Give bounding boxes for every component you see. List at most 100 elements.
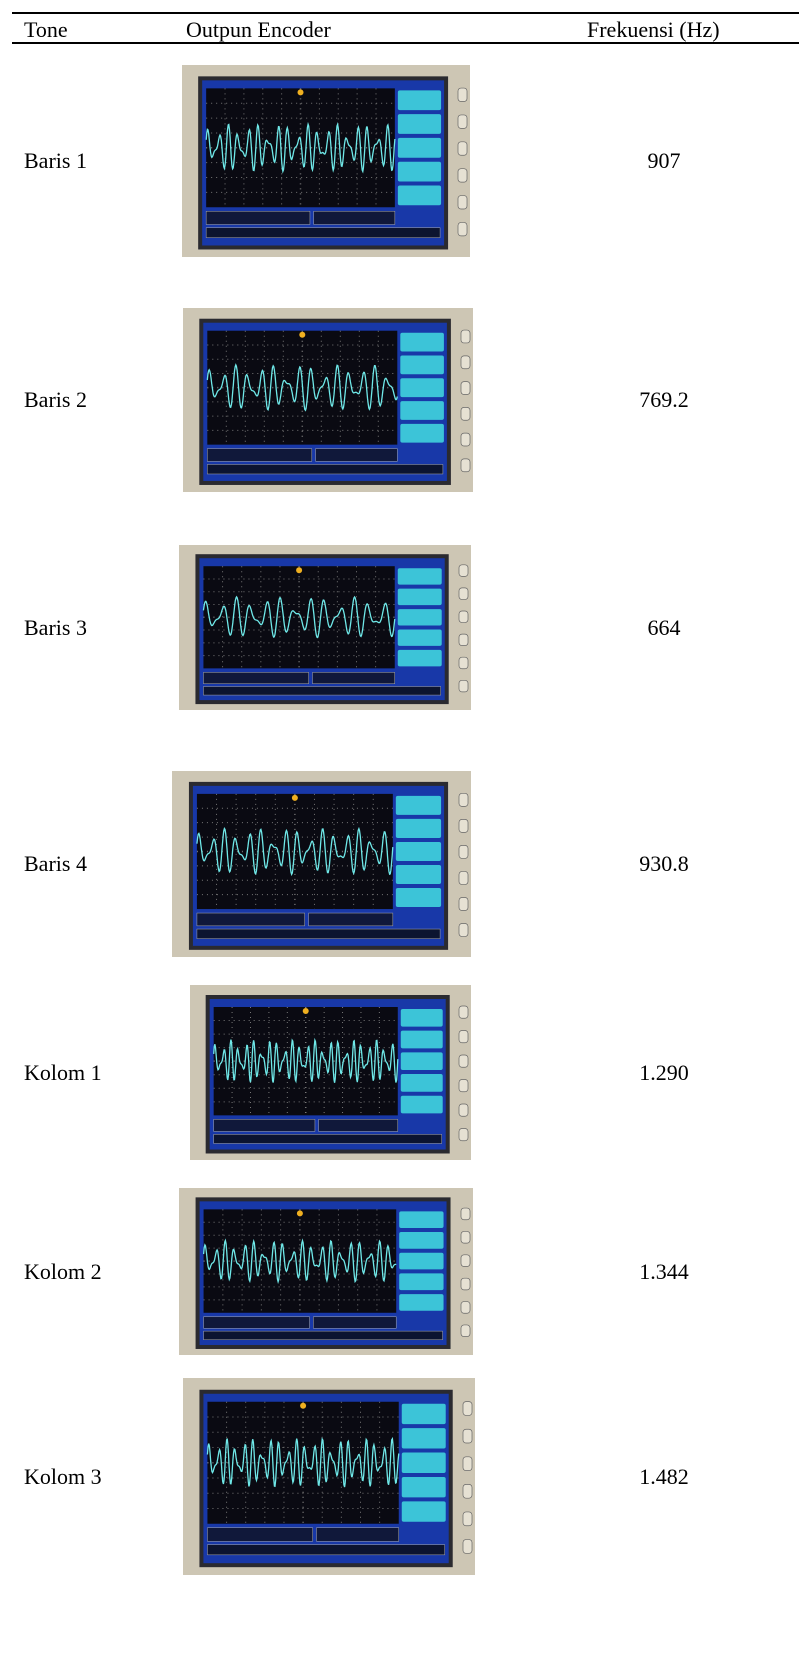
oscilloscope-photo — [179, 545, 471, 710]
tone-label: Kolom 1 — [24, 1060, 102, 1086]
menu-button — [396, 842, 441, 861]
menu-button — [401, 1074, 443, 1092]
menu-button — [399, 1253, 443, 1270]
side-button — [461, 459, 470, 472]
menu-button — [402, 1477, 446, 1497]
side-button — [461, 382, 470, 395]
measure-bar — [207, 1528, 312, 1542]
menu-button — [398, 589, 442, 605]
frequency-value: 1.482 — [639, 1464, 689, 1490]
side-button — [461, 1208, 470, 1220]
side-button — [459, 634, 468, 646]
frequency-value: 930.8 — [639, 851, 689, 877]
frequency-value: 1.290 — [639, 1060, 689, 1086]
header-tone: Tone — [24, 17, 68, 43]
oscilloscope-photo — [179, 1188, 473, 1355]
menu-button — [398, 185, 441, 205]
side-button — [459, 897, 468, 910]
side-button — [461, 1278, 470, 1290]
trigger-marker — [303, 1008, 309, 1014]
side-button — [461, 1255, 470, 1267]
measure-bar — [316, 1528, 398, 1542]
side-button — [463, 1402, 472, 1416]
trigger-marker — [298, 89, 304, 95]
side-button — [463, 1512, 472, 1526]
graticule — [214, 1007, 398, 1115]
frequency-value: 769.2 — [639, 387, 689, 413]
measure-bar — [312, 672, 394, 683]
menu-button — [399, 1273, 443, 1290]
trigger-marker — [296, 567, 302, 573]
menu-button — [402, 1428, 446, 1448]
trigger-marker — [292, 795, 298, 801]
menu-button — [400, 401, 444, 420]
side-button — [461, 407, 470, 420]
menu-button — [401, 1052, 443, 1070]
menu-button — [401, 1031, 443, 1049]
status-bar — [206, 228, 440, 238]
trigger-marker — [299, 332, 305, 338]
menu-button — [402, 1404, 446, 1424]
measure-bar — [203, 672, 308, 683]
header-frequency: Frekuensi (Hz) — [587, 17, 720, 43]
oscilloscope-photo — [172, 771, 471, 957]
menu-button — [398, 90, 441, 110]
menu-button — [398, 609, 442, 625]
menu-button — [400, 378, 444, 397]
measure-bar — [309, 913, 393, 926]
menu-button — [396, 796, 441, 815]
side-button — [458, 196, 467, 209]
measure-bar — [313, 1317, 396, 1328]
menu-button — [400, 424, 444, 443]
menu-button — [396, 819, 441, 838]
status-bar — [214, 1134, 442, 1143]
side-button — [458, 88, 467, 101]
side-button — [458, 222, 467, 235]
status-bar — [197, 929, 440, 939]
tone-label: Baris 1 — [24, 148, 87, 174]
header-rule — [12, 42, 799, 44]
side-button — [459, 1031, 468, 1043]
status-bar — [203, 687, 440, 696]
tone-label: Baris 3 — [24, 615, 87, 641]
measure-bar — [204, 1317, 310, 1328]
menu-button — [402, 1453, 446, 1473]
menu-button — [402, 1501, 446, 1521]
menu-button — [401, 1096, 443, 1114]
menu-button — [396, 865, 441, 884]
menu-button — [398, 162, 441, 182]
side-button — [459, 680, 468, 692]
side-button — [459, 1104, 468, 1116]
menu-button — [398, 138, 441, 158]
side-button — [459, 1006, 468, 1018]
menu-button — [401, 1009, 443, 1027]
side-button — [463, 1540, 472, 1554]
measure-bar — [316, 449, 398, 462]
menu-button — [398, 114, 441, 134]
side-button — [458, 142, 467, 155]
side-button — [458, 169, 467, 182]
menu-button — [400, 333, 444, 352]
measure-bar — [197, 913, 305, 926]
tone-label: Kolom 3 — [24, 1464, 102, 1490]
side-button — [461, 1231, 470, 1243]
side-button — [459, 793, 468, 806]
status-bar — [207, 1545, 444, 1555]
tone-label: Baris 2 — [24, 387, 87, 413]
oscilloscope-photo — [190, 985, 471, 1160]
menu-button — [399, 1211, 443, 1228]
side-button — [461, 1302, 470, 1314]
menu-button — [398, 630, 442, 646]
menu-button — [400, 356, 444, 375]
menu-button — [398, 650, 442, 666]
oscilloscope-photo — [183, 308, 473, 492]
side-button — [459, 588, 468, 600]
side-button — [459, 611, 468, 623]
side-button — [461, 330, 470, 343]
side-button — [459, 657, 468, 669]
measure-bar — [314, 211, 395, 224]
side-button — [463, 1484, 472, 1498]
side-button — [459, 1055, 468, 1067]
frequency-value: 664 — [648, 615, 681, 641]
measure-bar — [214, 1119, 315, 1131]
